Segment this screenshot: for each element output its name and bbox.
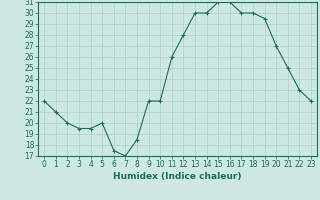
X-axis label: Humidex (Indice chaleur): Humidex (Indice chaleur) [113, 172, 242, 181]
